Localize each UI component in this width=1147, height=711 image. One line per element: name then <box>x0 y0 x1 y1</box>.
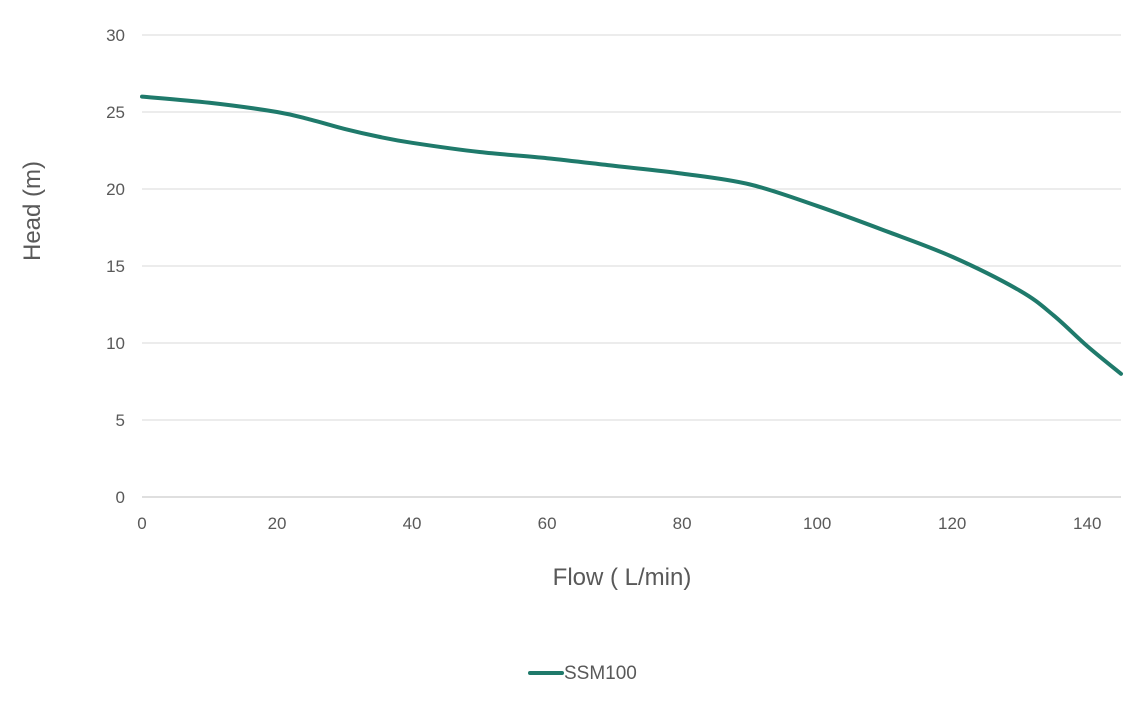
x-axis-ticks: 0 20 40 60 80 100 120 140 <box>137 514 1101 533</box>
y-tick-label: 5 <box>116 411 125 430</box>
y-tick-label: 25 <box>106 103 125 122</box>
series-layer <box>140 94 1123 376</box>
x-axis-title: Flow ( L/min) <box>553 564 692 591</box>
gridlines <box>142 34 1121 498</box>
x-tick-label: 40 <box>403 514 422 533</box>
y-tick-label: 0 <box>116 488 125 507</box>
legend: SSM100 <box>528 663 637 684</box>
x-tick-label: 140 <box>1073 514 1101 533</box>
y-tick-label: 10 <box>106 334 125 353</box>
y-tick-label: 20 <box>106 180 125 199</box>
x-tick-label: 60 <box>538 514 557 533</box>
x-tick-label: 100 <box>803 514 831 533</box>
x-tick-label: 80 <box>673 514 692 533</box>
y-axis-ticks: 0 5 10 15 20 25 30 <box>106 26 125 507</box>
x-tick-label: 20 <box>268 514 287 533</box>
y-axis-title: Head (m) <box>19 161 46 261</box>
x-tick-label: 0 <box>137 514 146 533</box>
series-line-ssm100 <box>140 94 1123 376</box>
legend-label: SSM100 <box>564 663 637 684</box>
x-tick-label: 120 <box>938 514 966 533</box>
y-tick-label: 30 <box>106 26 125 45</box>
y-tick-label: 15 <box>106 257 125 276</box>
